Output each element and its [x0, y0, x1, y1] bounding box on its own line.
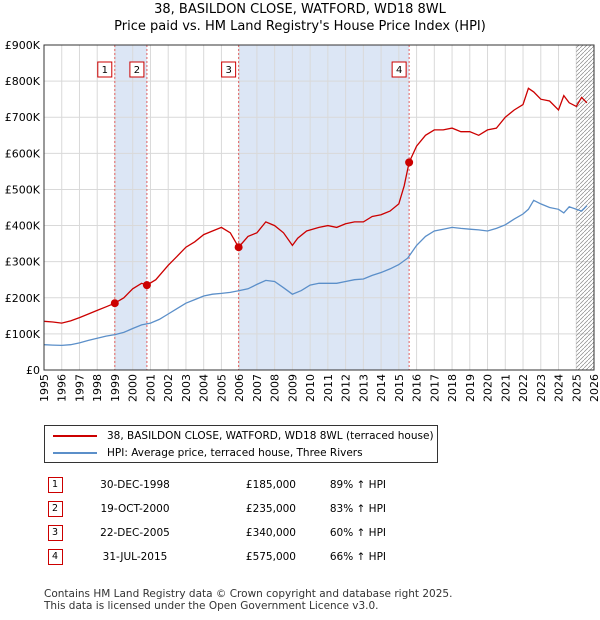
sale-label-number: 3 — [225, 65, 231, 76]
table-row: 1 30-DEC-1998 £185,000 89% ↑ HPI — [40, 473, 386, 497]
sale-label-box — [391, 61, 407, 78]
price-chart: 1 2 3 4 £0 £100K £200K £300K £400K £500K £600K £70… — [5, 39, 600, 402]
chart-title-line1: 38, BASILDON CLOSE, WATFORD, WD18 8WL — [154, 2, 446, 17]
sale-price: £575,000 — [245, 551, 296, 563]
shaded-period — [238, 45, 410, 370]
x-tick-label: 2024 — [553, 374, 566, 402]
sale-date: 30-DEC-1998 — [100, 479, 170, 491]
sale-point — [234, 243, 243, 252]
x-tick-label: 1997 — [73, 374, 86, 402]
sale-label-number: 2 — [134, 65, 140, 76]
sale-hpi-diff: 83% ↑ HPI — [329, 503, 386, 515]
x-tick-label: 2020 — [482, 374, 495, 402]
sale-label-box — [97, 61, 113, 78]
x-tick-label: 2018 — [446, 374, 459, 402]
y-tick-label: £500K — [5, 183, 41, 196]
sale-hpi-diff: 89% ↑ HPI — [329, 479, 386, 491]
x-tick-label: 2025 — [570, 374, 583, 402]
x-tick-label: 2007 — [251, 374, 264, 402]
legend-swatch-hpi — [53, 452, 97, 454]
footer: Contains HM Land Registry data © Crown c… — [44, 588, 452, 612]
y-tick-label: £0 — [26, 364, 40, 377]
y-tick-label: £400K — [5, 220, 41, 233]
y-tick-label: £200K — [5, 292, 41, 305]
x-tick-label: 2023 — [535, 374, 548, 402]
sale-point — [142, 281, 151, 290]
x-tick-label: 2008 — [269, 374, 282, 402]
legend: 38, BASILDON CLOSE, WATFORD, WD18 8WL (t… — [44, 425, 438, 463]
x-tick-label: 2021 — [499, 374, 512, 402]
x-tick-label: 1999 — [109, 374, 122, 402]
x-tick-label: 2026 — [588, 374, 600, 402]
x-tick-label: 2010 — [304, 374, 317, 402]
sale-date: 22-DEC-2005 — [100, 527, 170, 539]
sale-price: £340,000 — [245, 527, 296, 539]
sale-point — [110, 299, 119, 308]
sale-price: £235,000 — [245, 503, 296, 515]
sale-number-badge: 4 — [47, 549, 63, 565]
x-tick-label: 2015 — [393, 374, 406, 402]
x-tick-label: 2006 — [233, 374, 246, 402]
sale-label-box — [221, 61, 237, 78]
x-tick-label: 2004 — [198, 374, 211, 402]
sale-label-number: 4 — [396, 65, 402, 76]
chart-title-line2: Price paid vs. HM Land Registry's House … — [114, 19, 486, 34]
y-tick-label: £700K — [5, 111, 41, 124]
x-tick-label: 2000 — [127, 374, 140, 402]
property-price-line — [43, 87, 588, 324]
x-tick-label: 2013 — [357, 374, 370, 402]
table-row: 3 22-DEC-2005 £340,000 60% ↑ HPI — [40, 521, 386, 545]
sale-hpi-diff: 60% ↑ HPI — [329, 527, 386, 539]
sale-number-badge: 1 — [47, 477, 63, 493]
x-tick-label: 2005 — [215, 374, 228, 402]
x-tick-label: 2011 — [322, 374, 335, 402]
sale-point — [405, 158, 414, 167]
sale-price: £185,000 — [245, 479, 296, 491]
sale-date: 19-OCT-2000 — [100, 503, 170, 515]
y-tick-label: £600K — [5, 147, 41, 160]
x-tick-label: 2003 — [180, 374, 193, 402]
x-tick-label: 2002 — [162, 374, 175, 402]
x-tick-label: 2016 — [411, 374, 424, 402]
x-tick-label: 2014 — [375, 374, 388, 402]
table-row: 2 19-OCT-2000 £235,000 83% ↑ HPI — [40, 497, 386, 521]
footer-licence: This data is licensed under the Open Gov… — [44, 600, 379, 612]
y-tick-label: £800K — [5, 75, 41, 88]
sale-hpi-diff: 66% ↑ HPI — [329, 551, 386, 563]
x-tick-label: 2019 — [464, 374, 477, 402]
shaded-period — [114, 45, 147, 370]
x-tick-label: 2017 — [428, 374, 441, 402]
x-tick-label: 1998 — [91, 374, 104, 402]
sale-number-badge: 2 — [47, 501, 63, 517]
x-tick-label: 2001 — [144, 374, 157, 402]
sales-table: 1 30-DEC-1998 £185,000 89% ↑ HPI 2 19-OC… — [40, 473, 386, 569]
plot-frame — [43, 44, 595, 371]
x-tick-label: 1996 — [56, 374, 69, 402]
hpi-line — [43, 199, 588, 347]
sale-date: 31-JUL-2015 — [102, 551, 168, 563]
legend-label-property: 38, BASILDON CLOSE, WATFORD, WD18 8WL (t… — [107, 430, 434, 442]
legend-item-hpi: HPI: Average price, terraced house, Thre… — [53, 445, 363, 461]
legend-item-property: 38, BASILDON CLOSE, WATFORD, WD18 8WL (t… — [53, 428, 434, 444]
legend-swatch-property — [53, 435, 97, 437]
sale-label-box — [129, 61, 145, 78]
y-tick-label: £100K — [5, 328, 41, 341]
table-row: 4 31-JUL-2015 £575,000 66% ↑ HPI — [40, 545, 386, 569]
x-tick-label: 2009 — [286, 374, 299, 402]
sale-label-number: 1 — [102, 65, 108, 76]
legend-label-hpi: HPI: Average price, terraced house, Thre… — [107, 447, 363, 459]
sale-number-badge: 3 — [47, 525, 63, 541]
x-tick-label: 2012 — [340, 374, 353, 402]
footer-copyright: Contains HM Land Registry data © Crown c… — [44, 588, 453, 600]
x-tick-label: 1995 — [38, 374, 51, 402]
x-tick-label: 2022 — [517, 374, 530, 402]
y-tick-label: £300K — [5, 256, 41, 269]
y-tick-label: £900K — [5, 39, 41, 52]
